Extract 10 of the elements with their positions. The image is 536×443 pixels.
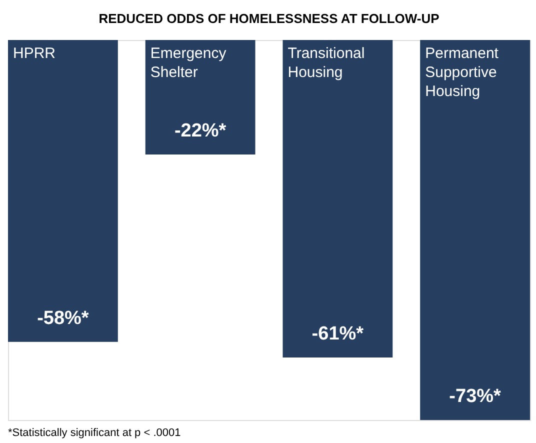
data-label: -58%*	[37, 308, 90, 329]
text: *Statistically significant at p < .0001	[8, 427, 181, 439]
x-tick-label: Permanent Supportive Housing	[425, 45, 500, 100]
x-tick-label: HPRR	[13, 45, 56, 62]
x-tick-label: Transitional Housing	[288, 45, 365, 81]
chart-title: REDUCED ODDS OF HOMELESSNESS AT FOLLOW-UP	[98, 11, 440, 26]
data-label: -22%*	[174, 120, 227, 142]
x-tick-label: Emergency Shelter	[150, 45, 227, 81]
data-label: -73%*	[449, 386, 502, 407]
data-label: -61%*	[312, 324, 364, 345]
